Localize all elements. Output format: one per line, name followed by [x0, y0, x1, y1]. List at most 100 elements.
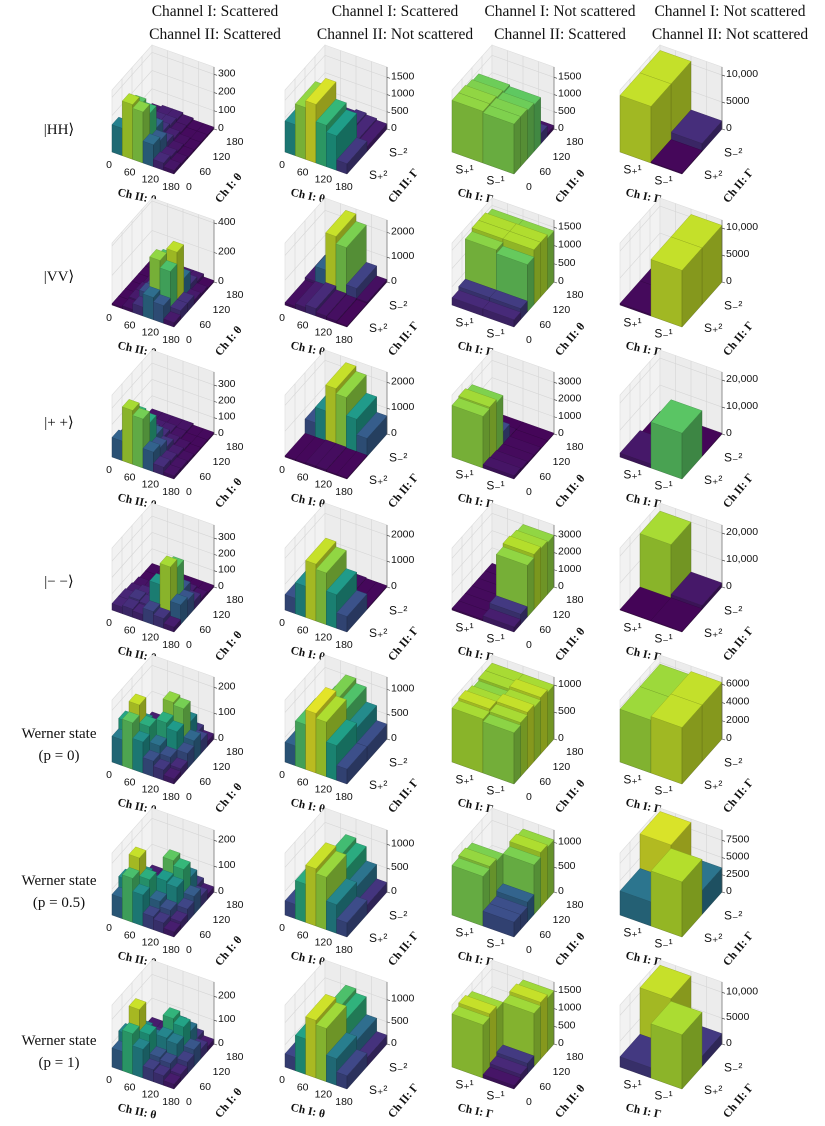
bar-top-face [315, 1002, 347, 1029]
bar [336, 451, 368, 480]
bar-front-face [295, 103, 306, 160]
z-gridline [111, 51, 215, 98]
z-tick-label: 0 [558, 122, 564, 134]
bar-top-face [121, 93, 140, 105]
bar-top-face [163, 919, 182, 932]
y-axis-label: Ch II: Γ [721, 472, 756, 511]
bar-side-face [533, 856, 541, 915]
bar-top-face [152, 293, 171, 306]
z-tick-label: 100 [218, 411, 236, 423]
bar-front-face [326, 590, 337, 629]
bar-top-face [315, 695, 347, 723]
y-tick-label: 0 [526, 791, 532, 803]
bar-top-face [325, 719, 358, 746]
column-header: Channel I: Scattered Channel II: Not scat… [295, 0, 495, 46]
column-header-line: Channel II: Not scattered [316, 26, 474, 43]
y-axis-label: Ch II: Γ [721, 777, 756, 816]
z-tick [553, 586, 558, 588]
bar-top-face [132, 407, 151, 420]
bar [650, 236, 703, 328]
y-tick-label: 180 [566, 441, 584, 453]
bar-top-face [509, 833, 548, 853]
y-axis-label: Ch I: θ [213, 781, 245, 815]
bar-top-face [152, 911, 171, 923]
bar-top-face [142, 1058, 161, 1070]
bar-top-face [650, 596, 703, 631]
z-tick [721, 433, 726, 436]
z-tick-label: 500 [558, 256, 576, 268]
bar [336, 589, 368, 633]
z-tick [553, 433, 558, 436]
bar-top-face [482, 607, 522, 627]
x-tick-label: 120 [315, 784, 333, 796]
bar-front-face [122, 406, 133, 465]
x-tick-label: 60 [297, 624, 309, 636]
row-label-line: (p = 0) [38, 748, 80, 764]
bar-top-face [128, 693, 147, 706]
bar-top-face [315, 850, 347, 877]
bar-front-face [650, 870, 683, 937]
x-tick-label: S₋¹ [654, 479, 672, 493]
column-header-line: Channel II: Scattered [494, 26, 626, 43]
z-tick-label: 0 [726, 732, 732, 744]
y-tick-label: 60 [539, 319, 551, 331]
bar-top-face [325, 877, 358, 905]
bar-side-face [547, 534, 555, 595]
y-tick-label: 60 [199, 776, 211, 788]
y-tick-label: S₋² [724, 450, 742, 464]
x-tick-label: 120 [315, 174, 333, 186]
y-axis-label: Ch II: θ [553, 168, 587, 206]
z-tick [386, 999, 391, 1001]
bar-top-face [650, 693, 703, 728]
z-tick-label: 0 [726, 427, 732, 439]
z-gridline [619, 384, 723, 431]
z-tick-label: 500 [558, 860, 576, 872]
z-tick-label: 1500 [558, 220, 582, 232]
bar [482, 607, 522, 633]
bar-top-face [162, 691, 181, 703]
z-tick-label: 10,000 [726, 400, 758, 412]
row-label: |− −⟩ [0, 571, 118, 593]
bar-top-face [315, 546, 347, 573]
bar-front-face [142, 140, 154, 167]
x-tick-label: 180 [335, 639, 353, 651]
bar-top-face [142, 133, 161, 146]
row-label: |+ +⟩ [0, 412, 118, 434]
column-header: Channel I: Not scattered Channel II: Not … [630, 0, 825, 46]
y-tick-label: 180 [226, 594, 244, 606]
bar-top-face [166, 720, 185, 732]
z-tick [213, 712, 218, 715]
bar [619, 72, 672, 164]
bar-top-face [155, 1026, 174, 1039]
y-tick-label: S₋² [389, 908, 407, 922]
y-tick-label: 180 [566, 899, 584, 911]
z-gridline [111, 362, 215, 409]
bar-top-face [152, 151, 171, 164]
y-tick-label: 0 [186, 791, 192, 803]
bar [670, 109, 723, 153]
bar [650, 399, 703, 480]
x-tick-label: 0 [106, 464, 112, 476]
z-tick [386, 891, 391, 893]
y-tick-label: 0 [186, 486, 192, 498]
bar [163, 767, 182, 785]
bar-front-face [122, 718, 133, 770]
z-tick-label: 20,000 [726, 373, 758, 385]
x-tick-label: 120 [315, 326, 333, 338]
x-tick-label: 60 [297, 166, 309, 178]
y-tick-label: 120 [553, 1066, 571, 1078]
z-tick-label: 1000 [391, 682, 415, 694]
bar [482, 714, 522, 785]
bar-top-face [149, 1046, 168, 1058]
bar-side-face [520, 108, 528, 168]
bar-front-face [451, 707, 484, 774]
bar-top-face [163, 767, 182, 780]
y-tick-label: 120 [553, 609, 571, 621]
x-tick-label: 120 [142, 631, 160, 643]
bar-top-face [163, 1072, 182, 1085]
z-tick-label: 3000 [558, 528, 582, 540]
z-tick-label: 1000 [391, 554, 415, 566]
y-tick-label: S₋² [389, 1060, 407, 1074]
